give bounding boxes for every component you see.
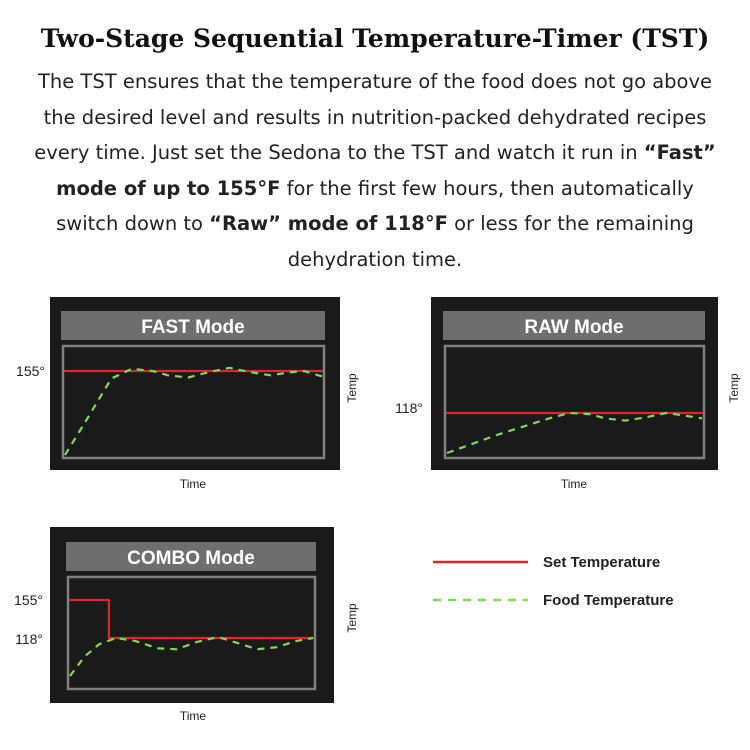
legend-set-temperature-label: Set Temperature bbox=[543, 554, 660, 571]
raw-mode-plot-frame bbox=[443, 344, 706, 460]
raw-mode-y-tick-1: 118° bbox=[395, 400, 423, 416]
fast-mode-title: FAST Mode bbox=[141, 317, 244, 338]
combo-mode-plot-frame bbox=[66, 575, 317, 691]
raw-mode-title: RAW Mode bbox=[524, 317, 623, 338]
page-title: Two-Stage Sequential Temperature-Timer (… bbox=[40, 24, 710, 53]
description-bold-raw: “Raw” mode of 118°F bbox=[209, 212, 448, 235]
fast-mode-y-tick-1: 155° bbox=[16, 363, 45, 379]
combo-mode-header bbox=[66, 542, 316, 571]
combo-mode-x-axis-label: Time bbox=[180, 709, 207, 723]
description: The TST ensures that the temperature of … bbox=[30, 64, 720, 277]
combo-mode-y-tick-1: 155° bbox=[14, 592, 43, 608]
raw-mode-header bbox=[443, 311, 705, 340]
description-text-1: The TST ensures that the temperature of … bbox=[34, 70, 713, 164]
description-bold-fast: “Fast” mode of up to 155°F bbox=[56, 141, 716, 200]
fast-mode-plot-frame bbox=[61, 344, 326, 460]
combo-mode-y-axis-label: Temp bbox=[345, 603, 359, 633]
raw-mode-x-axis-label: Time bbox=[561, 477, 588, 491]
combo-mode-title: COMBO Mode bbox=[127, 548, 255, 569]
raw-mode-y-axis-label: Temp bbox=[727, 373, 741, 403]
description-text-2: for the first few hours, then automatica… bbox=[56, 176, 694, 236]
combo-mode-food-temperature-line bbox=[69, 635, 314, 677]
fast-mode-x-axis-label: Time bbox=[180, 477, 207, 491]
fast-mode-y-axis-label: Temp bbox=[345, 373, 359, 403]
description-text-3: or less for the remaining dehydration ti… bbox=[287, 212, 694, 271]
legend-food-temperature-label: Food Temperature bbox=[543, 592, 674, 609]
fast-mode-header bbox=[61, 311, 325, 340]
fast-mode-food-temperature-line bbox=[64, 366, 323, 456]
combo-mode-y-tick-2: 118° bbox=[15, 631, 43, 647]
